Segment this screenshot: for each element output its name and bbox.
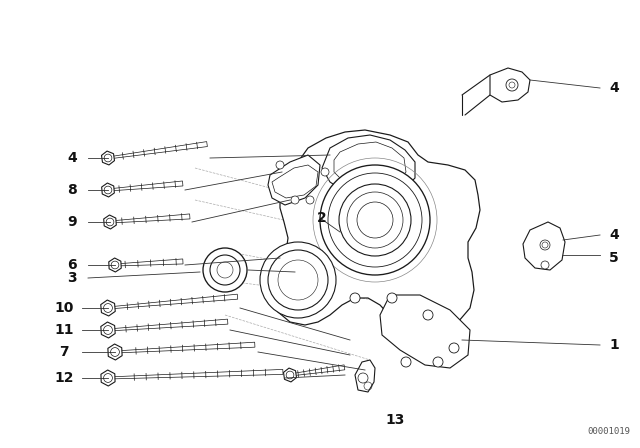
Text: 3: 3 xyxy=(67,271,77,285)
Polygon shape xyxy=(108,319,228,331)
Circle shape xyxy=(320,165,430,275)
Text: 13: 13 xyxy=(385,413,404,427)
Text: 1: 1 xyxy=(609,338,619,352)
Circle shape xyxy=(433,357,443,367)
Polygon shape xyxy=(115,259,183,266)
Polygon shape xyxy=(102,183,115,197)
Polygon shape xyxy=(115,342,255,353)
Polygon shape xyxy=(101,322,115,338)
Text: 11: 11 xyxy=(54,323,74,337)
Circle shape xyxy=(387,293,397,303)
Text: 2: 2 xyxy=(317,211,327,225)
Circle shape xyxy=(328,173,422,267)
Polygon shape xyxy=(108,370,283,379)
Polygon shape xyxy=(108,142,207,159)
Circle shape xyxy=(401,357,411,367)
Circle shape xyxy=(423,310,433,320)
Polygon shape xyxy=(102,151,115,165)
Text: 12: 12 xyxy=(54,371,74,385)
Text: 00001019: 00001019 xyxy=(587,427,630,436)
Circle shape xyxy=(203,248,247,292)
Circle shape xyxy=(449,343,459,353)
Circle shape xyxy=(540,240,550,250)
Polygon shape xyxy=(108,294,237,309)
Polygon shape xyxy=(290,365,345,376)
Polygon shape xyxy=(104,215,116,229)
Polygon shape xyxy=(380,295,470,368)
Circle shape xyxy=(321,168,329,176)
Polygon shape xyxy=(268,155,320,205)
Polygon shape xyxy=(100,300,115,316)
Polygon shape xyxy=(110,214,190,223)
Circle shape xyxy=(268,250,328,310)
Text: 10: 10 xyxy=(54,301,74,315)
Polygon shape xyxy=(101,370,115,386)
Polygon shape xyxy=(272,130,480,332)
Text: 6: 6 xyxy=(67,258,77,272)
Polygon shape xyxy=(490,68,530,102)
Text: 4: 4 xyxy=(609,81,619,95)
Circle shape xyxy=(506,79,518,91)
Text: 4: 4 xyxy=(67,151,77,165)
Polygon shape xyxy=(284,368,296,382)
Circle shape xyxy=(350,293,360,303)
Text: 5: 5 xyxy=(609,251,619,265)
Circle shape xyxy=(210,255,240,285)
Polygon shape xyxy=(108,344,122,360)
Text: 9: 9 xyxy=(67,215,77,229)
Circle shape xyxy=(276,161,284,169)
Polygon shape xyxy=(523,222,565,270)
Circle shape xyxy=(358,373,368,383)
Polygon shape xyxy=(108,181,183,191)
Circle shape xyxy=(339,184,411,256)
Circle shape xyxy=(291,196,299,204)
Circle shape xyxy=(541,261,549,269)
Text: 4: 4 xyxy=(609,228,619,242)
Circle shape xyxy=(260,242,336,318)
Polygon shape xyxy=(355,360,375,392)
Circle shape xyxy=(306,196,314,204)
Polygon shape xyxy=(109,258,121,272)
Text: 7: 7 xyxy=(59,345,69,359)
Polygon shape xyxy=(322,135,415,197)
Text: 8: 8 xyxy=(67,183,77,197)
